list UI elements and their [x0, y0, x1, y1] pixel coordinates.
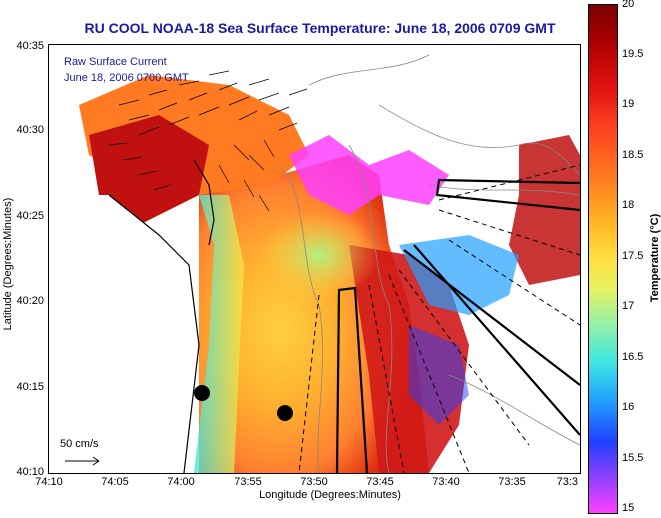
x-tick-label: 74:10	[35, 476, 63, 488]
buoy-marker	[194, 385, 210, 401]
colorbar-tick: 18	[622, 199, 635, 211]
colorbar-tick: 16.5	[622, 351, 644, 363]
colorbar-tick: 15.5	[622, 452, 644, 464]
land-new-jersey	[49, 195, 199, 473]
cool-patch	[259, 210, 379, 300]
sst-field-north-red	[89, 115, 209, 225]
coastline	[108, 194, 200, 473]
scale-arrow	[65, 456, 100, 466]
colorbar-tick: 20	[622, 0, 635, 10]
x-tick-label: 73:40	[432, 476, 460, 488]
colorbar-tick: 19.5	[622, 48, 644, 60]
front-patch-4	[409, 325, 469, 425]
land-north	[49, 45, 109, 145]
colorbar-tick: 17	[622, 300, 635, 312]
legend-current-label: Raw Surface Current	[64, 56, 167, 68]
y-tick-label: 40:25	[16, 210, 44, 222]
colorbar-tick: 18.5	[622, 149, 644, 161]
bathymetry-contours	[278, 54, 580, 473]
current-vectors	[108, 70, 308, 212]
x-tick-label: 73:35	[498, 476, 526, 488]
buoy-marker	[277, 405, 293, 421]
x-tick-label: 73:55	[234, 476, 262, 488]
survey-lines	[335, 178, 580, 473]
colorbar-tick: 15	[622, 502, 635, 514]
y-axis-title: Latitude (Degrees:Minutes)	[2, 197, 14, 331]
chart-title: RU COOL NOAA-18 Sea Surface Temperature:…	[84, 20, 556, 36]
x-tick-label: 73:3	[556, 476, 578, 488]
y-tick-label: 40:15	[16, 381, 44, 393]
dashed-survey-lines	[298, 164, 580, 473]
front-patch-2	[509, 135, 580, 285]
temperature-colorbar	[588, 4, 618, 514]
legend-current-time: June 18, 2006 0700 GMT	[64, 72, 189, 84]
sst-map	[48, 44, 581, 474]
x-axis-title: Longitude (Degrees:Minutes)	[259, 489, 401, 501]
coastal-cool-band	[194, 195, 244, 473]
y-tick-label: 40:30	[16, 124, 44, 136]
x-tick-label: 73:50	[300, 476, 328, 488]
colorbar-title: Temperature (°C)	[649, 213, 661, 303]
y-tick-label: 40:10	[16, 466, 44, 478]
x-tick-label: 74:05	[101, 476, 129, 488]
sandy-hook	[193, 159, 215, 246]
sst-map-svg	[49, 45, 580, 473]
x-tick-label: 73:45	[366, 476, 394, 488]
y-tick-label: 40:35	[16, 40, 44, 52]
x-tick-label: 74:00	[167, 476, 195, 488]
front-patch-1	[289, 135, 449, 215]
colorbar-tick: 17.5	[622, 250, 644, 262]
colorbar-tick: 16	[622, 401, 635, 413]
colorbar-tick: 19	[622, 98, 635, 110]
y-tick-label: 40:20	[16, 295, 44, 307]
scale-arrow-label: 50 cm/s	[60, 438, 99, 450]
front-patch-3	[399, 235, 519, 315]
